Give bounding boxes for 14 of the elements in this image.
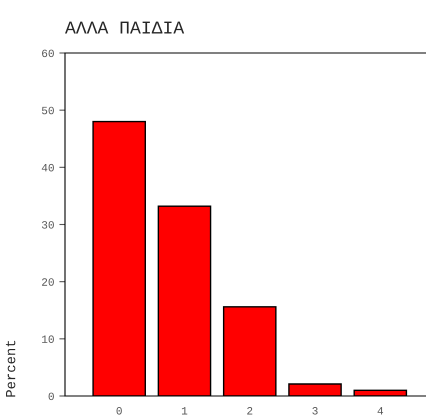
x-tick-label: 4 (378, 407, 384, 414)
y-tick-label: 40 (42, 164, 54, 172)
x-tick-label: 3 (312, 407, 318, 415)
x-tick-label: 1 (182, 407, 188, 414)
y-tick-label: 60 (42, 50, 54, 58)
y-tick-label: 20 (42, 278, 54, 286)
x-tick-label: 2 (247, 407, 252, 414)
chart-title: ΑΛΛΑ ΠΑΙΔΙΑ (65, 22, 184, 34)
y-tick-label: 0 (48, 392, 54, 400)
y-tick-label: 30 (42, 221, 54, 229)
y-axis-title: Percent (6, 340, 16, 397)
y-tick-label: 10 (42, 335, 54, 343)
x-tick-label: 0 (116, 407, 122, 415)
y-tick-label: 50 (42, 106, 54, 114)
